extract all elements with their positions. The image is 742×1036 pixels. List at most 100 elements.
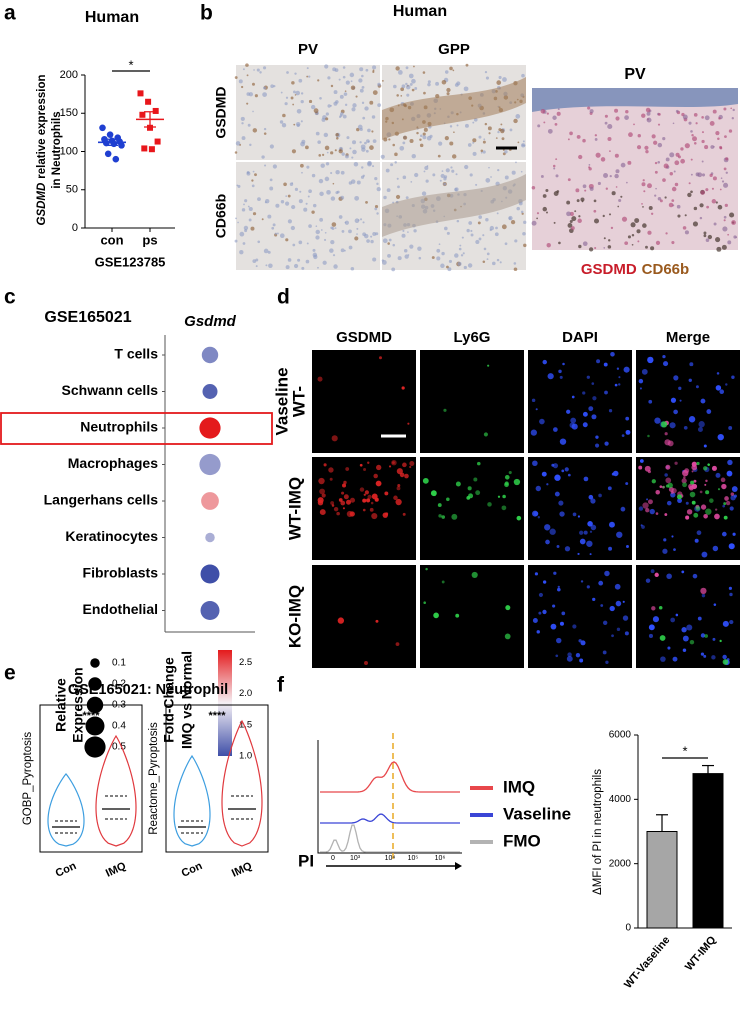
fluorescence-image <box>312 565 416 668</box>
stain-speck <box>484 122 488 126</box>
cell-signal <box>723 502 727 506</box>
panel-label: c <box>4 286 16 309</box>
stain-speck <box>545 189 549 193</box>
cell-signal <box>446 497 450 502</box>
stain-speck <box>272 223 276 227</box>
stain-speck <box>475 239 480 245</box>
cell-signal <box>731 486 738 492</box>
cell-signal <box>422 477 429 484</box>
cell-signal <box>349 497 356 503</box>
cell-signal <box>391 459 397 466</box>
cell-signal <box>730 495 736 501</box>
stain-speck <box>494 232 499 237</box>
cell-signal <box>620 506 626 512</box>
dot <box>201 346 219 364</box>
stain-speck <box>241 122 244 125</box>
cell-signal <box>662 548 668 554</box>
stain-speck <box>319 191 324 197</box>
stain-speck <box>486 252 490 256</box>
cell-signal <box>672 656 678 662</box>
stain-speck <box>237 221 239 224</box>
stain-speck <box>553 221 556 224</box>
stain-speck <box>374 204 379 209</box>
stain-speck <box>344 220 349 225</box>
stain-speck <box>620 195 623 198</box>
stain-speck <box>556 111 561 116</box>
axis-arrowhead <box>455 862 462 870</box>
stain-speck <box>723 219 726 222</box>
stain-speck <box>317 266 319 269</box>
stain-speck <box>350 179 356 184</box>
legend-label: FMO <box>503 831 541 850</box>
cell-signal <box>592 597 596 601</box>
stain-speck <box>417 246 422 251</box>
legend-title: IMQ vs Normal <box>179 651 195 749</box>
legend-label: IMQ <box>503 777 535 796</box>
x-tick-label: Con <box>180 860 205 880</box>
stain-speck <box>721 244 727 250</box>
cell-signal <box>559 375 563 379</box>
stain-speck <box>416 131 419 135</box>
cell-signal <box>508 470 512 475</box>
legend-title: Fold-Change <box>161 657 177 743</box>
stain-speck <box>567 223 573 228</box>
stain-speck <box>339 94 344 99</box>
stain-speck <box>322 153 325 156</box>
stain-speck <box>340 248 345 253</box>
stain-speck <box>682 226 687 230</box>
stain-speck <box>523 220 527 224</box>
cell-signal <box>647 434 650 438</box>
cell-signal <box>639 387 642 390</box>
cell-signal <box>534 572 538 576</box>
stain-speck <box>419 143 424 148</box>
stain-speck <box>324 64 329 69</box>
data-point <box>147 124 153 131</box>
stain-speck <box>342 66 346 69</box>
cell-signal <box>455 613 460 618</box>
cell-signal <box>555 654 559 658</box>
stain-speck <box>569 219 573 223</box>
stain-speck <box>662 137 666 141</box>
stain-speck <box>582 184 587 189</box>
stain-speck <box>312 248 316 252</box>
stain-speck <box>367 161 372 167</box>
cell-signal <box>471 571 478 579</box>
cell-signal <box>402 462 407 468</box>
violin <box>173 754 211 847</box>
stain-speck <box>371 115 376 119</box>
cell-signal <box>589 530 593 533</box>
y-axis-label: ΔMFI of PI in neutrophils <box>592 769 604 895</box>
stain-speck <box>324 145 330 151</box>
stain-speck <box>552 115 557 120</box>
stain-speck <box>315 131 320 136</box>
stain-speck <box>691 134 694 137</box>
stain-speck <box>445 168 450 173</box>
stain-speck <box>680 158 685 164</box>
stain-speck <box>684 143 690 149</box>
stain-speck <box>340 170 345 175</box>
cell-signal <box>367 494 372 500</box>
cell-signal <box>722 659 729 665</box>
stain-speck <box>671 199 675 202</box>
stain-speck <box>254 94 258 98</box>
stain-speck <box>469 173 473 177</box>
stain-speck <box>715 201 718 204</box>
stain-speck <box>446 92 450 96</box>
stain-speck <box>366 139 370 143</box>
stain-speck <box>701 173 706 177</box>
stain-speck <box>634 218 640 224</box>
cell-signal <box>582 391 586 395</box>
stain-speck <box>290 225 295 231</box>
stain-speck <box>353 161 359 167</box>
cell-signal <box>692 573 698 579</box>
stain-speck <box>593 199 597 203</box>
panel-label: f <box>277 674 285 697</box>
cell-signal <box>700 504 707 510</box>
stain-speck <box>319 96 322 100</box>
cell-signal <box>583 530 588 535</box>
stain-speck <box>449 66 453 71</box>
stain-speck <box>521 212 524 215</box>
stain-speck <box>244 199 248 203</box>
stain-speck <box>584 189 587 192</box>
stain-speck <box>407 254 410 256</box>
